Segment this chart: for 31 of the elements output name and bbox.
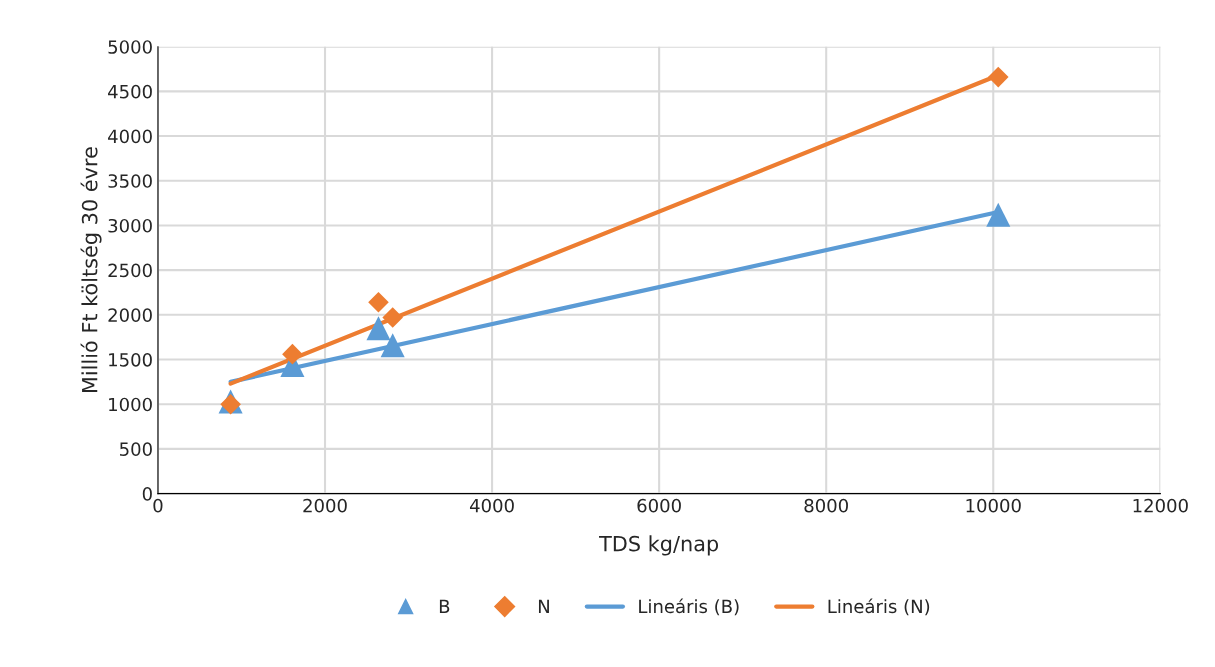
y-axis-title: Millió Ft költség 30 évre: [80, 147, 102, 393]
x-axis-title: TDS kg/nap: [599, 535, 719, 556]
point: [382, 307, 403, 328]
legend-label: Lineáris (N): [828, 598, 930, 616]
x-tick-label: 2000: [303, 498, 347, 513]
x-tick-label: 12000: [1133, 498, 1188, 513]
point: [366, 316, 391, 341]
y-tick-label: 2500: [108, 263, 152, 278]
x-tick-label: 4000: [469, 498, 514, 513]
legend-label: B: [439, 599, 450, 613]
legend-label: N: [538, 599, 549, 613]
y-tick-label: 4000: [108, 129, 152, 144]
y-tick-label: 3500: [108, 174, 152, 188]
point: [282, 343, 303, 365]
legend-label: Lineáris (B): [639, 598, 739, 616]
y-tick-label: 5000: [108, 40, 152, 54]
x-tick-label: 0: [153, 498, 163, 513]
y-tick-label: 0: [142, 487, 152, 501]
y-tick-label: 500: [120, 442, 152, 457]
y-tick-label: 1000: [109, 397, 152, 412]
y-tick-label: 2000: [108, 308, 152, 322]
y-tick-label: 4500: [108, 84, 152, 99]
point: [368, 292, 389, 313]
y-tick-label: 3000: [108, 218, 152, 233]
point: [987, 66, 1009, 88]
y-tick-label: 1500: [109, 352, 152, 367]
point: [986, 202, 1011, 227]
point: [380, 333, 405, 358]
x-tick-label: 8000: [804, 498, 848, 513]
x-tick-label: 10000: [966, 498, 1021, 513]
x-tick-label: 6000: [637, 498, 681, 513]
